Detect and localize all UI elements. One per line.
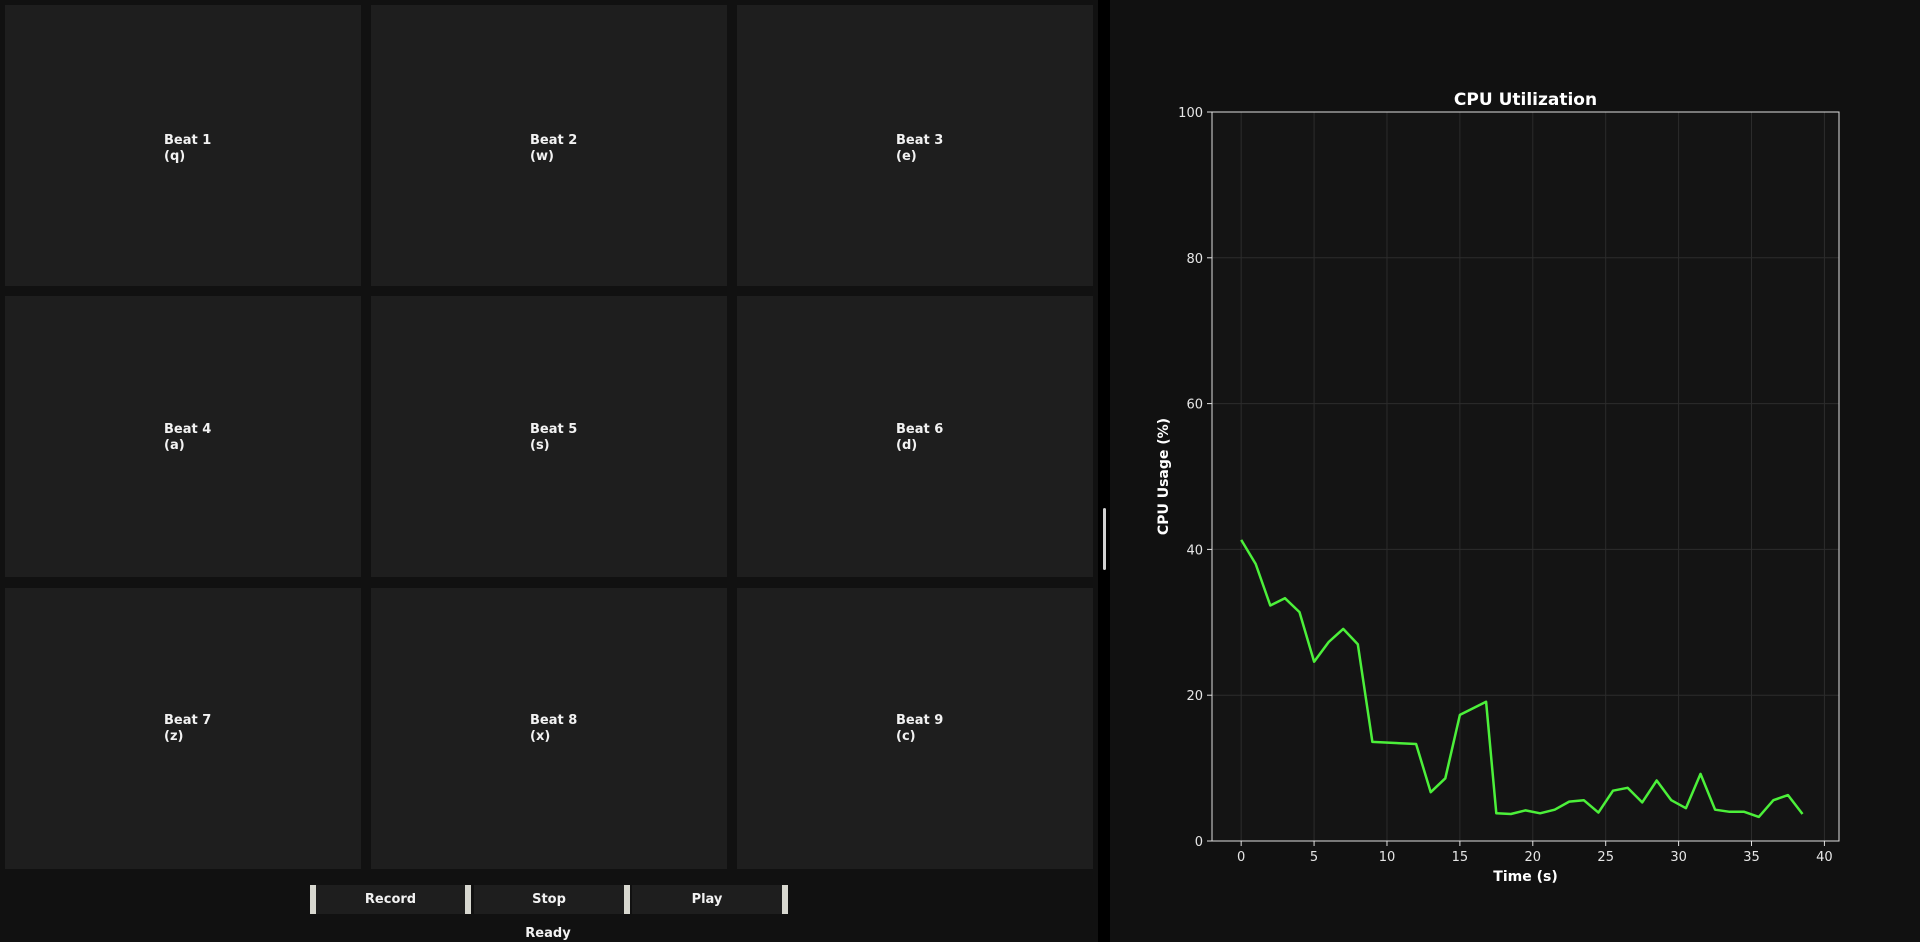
beat-pad-4[interactable]: Beat 4 (a) xyxy=(5,296,361,577)
beat-pad-6[interactable]: Beat 6 (d) xyxy=(737,296,1093,577)
x-tick-label: 20 xyxy=(1525,850,1542,865)
cpu-utilization-chart: 0 5 10 15 20 25 30 35 40 0 20 40 60 80 100 CPU Utilizat… xyxy=(1156,90,1840,885)
pad-name: Beat 4 xyxy=(164,422,212,437)
panel-splitter[interactable] xyxy=(1098,0,1110,942)
beat-pad-label: Beat 6 (d) xyxy=(896,422,943,454)
beat-pad-label: Beat 1 (q) xyxy=(164,133,211,165)
chart-title: CPU Utilization xyxy=(1454,90,1597,110)
record-button[interactable]: Record xyxy=(316,885,465,914)
beat-pad-panel: Beat 1 (q) Beat 2 (w) Beat 3 (e) Beat 4 (a) … xyxy=(5,5,1093,941)
control-separator xyxy=(310,885,316,914)
pad-name: Beat 9 xyxy=(896,713,944,728)
splitter-handle[interactable] xyxy=(1103,508,1106,570)
control-separator xyxy=(624,885,630,914)
pad-key: (c) xyxy=(896,729,916,744)
beat-pad-label: Beat 4 (a) xyxy=(164,422,211,454)
beat-pad-2[interactable]: Beat 2 (w) xyxy=(371,5,727,286)
y-tick-label: 0 xyxy=(1195,835,1203,850)
pad-key: (a) xyxy=(164,438,185,453)
beat-pad-label: Beat 3 (e) xyxy=(896,133,943,165)
pad-key: (x) xyxy=(530,729,551,744)
beat-pad-1[interactable]: Beat 1 (q) xyxy=(5,5,361,286)
beat-pad-3[interactable]: Beat 3 (e) xyxy=(737,5,1093,286)
x-tick-label: 40 xyxy=(1816,850,1833,865)
x-tick-label: 5 xyxy=(1310,850,1318,865)
beat-pad-label: Beat 7 (z) xyxy=(164,713,211,745)
pad-key: (q) xyxy=(164,149,186,164)
beat-pad-label: Beat 2 (w) xyxy=(530,133,577,165)
beat-pad-label: Beat 9 (c) xyxy=(896,713,943,745)
control-separator xyxy=(782,885,788,914)
y-tick-label: 40 xyxy=(1186,543,1203,558)
pad-name: Beat 1 xyxy=(164,133,212,148)
pad-name: Beat 6 xyxy=(896,422,944,437)
pad-name: Beat 7 xyxy=(164,713,212,728)
beat-pad-label: Beat 8 (x) xyxy=(530,713,577,745)
beat-pad-label: Beat 5 (s) xyxy=(530,422,577,454)
cpu-chart-panel: 0 5 10 15 20 25 30 35 40 0 20 40 60 80 100 CPU Utilizat… xyxy=(1110,0,1920,942)
pad-key: (s) xyxy=(530,438,550,453)
pad-key: (z) xyxy=(164,729,184,744)
pad-name: Beat 3 xyxy=(896,133,944,148)
beat-pad-9[interactable]: Beat 9 (c) xyxy=(737,588,1093,869)
stop-button[interactable]: Stop xyxy=(474,885,624,914)
x-tick-label: 30 xyxy=(1670,850,1687,865)
y-tick-label: 20 xyxy=(1186,689,1203,704)
pad-name: Beat 8 xyxy=(530,713,578,728)
x-axis-label: Time (s) xyxy=(1493,869,1557,885)
y-tick-label: 100 xyxy=(1178,106,1203,121)
control-separator xyxy=(465,885,471,914)
pad-key: (e) xyxy=(896,149,917,164)
x-tick-label: 15 xyxy=(1452,850,1469,865)
y-axis-label: CPU Usage (%) xyxy=(1156,418,1172,535)
pad-key: (w) xyxy=(530,149,554,164)
cpu-usage-line xyxy=(1240,539,1804,819)
pad-key: (d) xyxy=(896,438,918,453)
beat-pad-5[interactable]: Beat 5 (s) xyxy=(371,296,727,577)
x-tick-label: 10 xyxy=(1379,850,1396,865)
x-tick-label: 0 xyxy=(1237,850,1245,865)
play-button[interactable]: Play xyxy=(632,885,782,914)
beat-pad-8[interactable]: Beat 8 (x) xyxy=(371,588,727,869)
y-tick-label: 80 xyxy=(1186,252,1203,267)
status-label: Ready xyxy=(525,926,571,941)
pad-name: Beat 2 xyxy=(530,133,578,148)
x-tick-label: 25 xyxy=(1597,850,1614,865)
y-tick-label: 60 xyxy=(1186,398,1203,413)
beat-pad-7[interactable]: Beat 7 (z) xyxy=(5,588,361,869)
x-tick-label: 35 xyxy=(1743,850,1760,865)
plot-frame xyxy=(1211,111,1840,842)
plot-area xyxy=(1212,112,1839,841)
pad-name: Beat 5 xyxy=(530,422,578,437)
